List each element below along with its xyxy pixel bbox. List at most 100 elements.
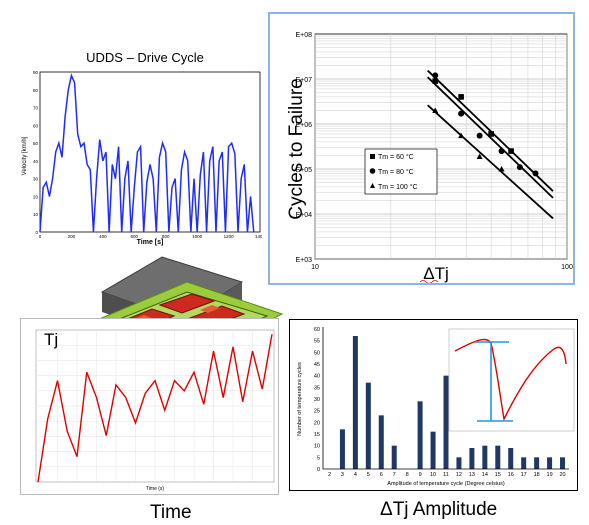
sn-fit-line (427, 69, 554, 192)
cycles-to-failure-panel: E+08 E+07 E+06 E+05 E+04 E+03 10 100 Tm = 60 °… (268, 12, 575, 285)
hist-bar (430, 431, 436, 469)
tj-label: Tj (44, 330, 59, 349)
sn-xlabel: ΔTj (423, 264, 449, 283)
hist-xtick-label: 12 (456, 472, 462, 478)
udds-chart-svg: 90 80 70 60 50 40 30 20 10 0 0 200 400 600 800 1000 120… (22, 70, 266, 246)
hist-xtick-label: 20 (559, 472, 565, 478)
udds-ytick-label: 70 (33, 106, 39, 111)
tj-temperature-line (37, 334, 273, 483)
legend-item-100: Tm = 100 °C (378, 183, 418, 191)
hist-xtick-label: 11 (443, 472, 449, 478)
hist-xtick-label: 5 (367, 472, 370, 478)
sn-plot-area (314, 33, 568, 260)
hist-bar (482, 445, 488, 469)
udds-xtick-label: 1200 (224, 234, 235, 239)
sn-point-square (508, 148, 514, 154)
sn-fit-line (427, 76, 554, 199)
hist-xtick-label: 16 (508, 472, 514, 478)
sn-point-circle (432, 72, 439, 79)
udds-xtick-label: 400 (99, 234, 107, 239)
hist-xtick-label: 17 (521, 472, 527, 478)
sn-point-square (432, 78, 439, 84)
delta-tj-histogram: 60 55 50 45 40 35 30 25 20 15 10 5 0 2 3 4 5 6 7 8 9 10 11 12 1… (289, 319, 578, 491)
hist-ytick-label: 30 (314, 397, 320, 403)
hist-bar (378, 415, 384, 469)
hist-xtick-label: 10 (430, 472, 436, 478)
hist-xtick-label: 2 (328, 472, 331, 478)
hist-bar (534, 457, 540, 469)
sn-point-circle (498, 148, 505, 155)
sn-point-triangle (458, 132, 465, 139)
hist-bar (495, 445, 501, 469)
hist-bar (443, 375, 449, 469)
udds-chart: 90 80 70 60 50 40 30 20 10 0 0 200 400 600 800 1000 120… (20, 68, 266, 246)
inset-temperature-curve (454, 338, 567, 422)
sn-point-triangle (432, 107, 439, 113)
udds-xlabel: Time [s] (137, 239, 164, 246)
sn-point-triangle (498, 166, 505, 172)
delta-tj-amplitude-label: ΔTj Amplitude (380, 499, 498, 520)
udds-ytick-label: 80 (33, 88, 39, 93)
hist-bar (456, 457, 462, 469)
sn-point-circle (458, 110, 465, 117)
udds-ytick-label: 30 (33, 177, 39, 182)
sn-legend (364, 148, 438, 195)
udds-xtick-label: 200 (68, 234, 76, 239)
sn-ytick-label: E+06 (295, 122, 312, 129)
hist-bar (417, 401, 423, 469)
legend-item-60: Tm = 60 °C (378, 153, 414, 161)
hist-xtick-label: 19 (547, 472, 553, 478)
hist-ytick-label: 35 (314, 385, 320, 391)
hist-bar (508, 448, 514, 469)
sn-point-square (458, 94, 464, 100)
hist-bar (547, 457, 553, 469)
sn-point-circle (516, 164, 523, 171)
hist-ytick-label: 40 (314, 374, 320, 380)
udds-xtick-label: 800 (162, 234, 170, 239)
udds-plot-area (39, 71, 261, 233)
tj-axis-xlabel: Time (s) (146, 486, 164, 492)
hist-xtick-label: 13 (469, 472, 475, 478)
hist-xtick-label: 4 (354, 472, 357, 478)
sn-fit-line (427, 104, 554, 220)
hist-bar (560, 457, 566, 469)
udds-ylabel: Velocity [km/h] (22, 136, 28, 175)
udds-ytick-label: 10 (33, 212, 39, 217)
hist-bar (365, 382, 371, 469)
sn-chart-svg: E+08 E+07 E+06 E+05 E+04 E+03 10 100 Tm = 60 °… (286, 32, 573, 284)
hist-inset (448, 328, 575, 432)
udds-xtick-label: 1400 (255, 234, 262, 239)
sn-xtick-label: 10 (311, 264, 319, 271)
hist-bar (352, 336, 358, 469)
time-label: Time (150, 502, 192, 523)
hist-xtick-label: 15 (495, 472, 501, 478)
hist-ytick-label: 45 (314, 362, 320, 368)
udds-ytick-label: 0 (35, 230, 38, 235)
hist-xtick-label: 3 (341, 472, 344, 478)
hist-xtick-label: 7 (393, 472, 396, 478)
hist-bar (339, 429, 345, 469)
hist-ytick-label: 25 (314, 409, 320, 415)
udds-title: UDDS – Drive Cycle (86, 50, 204, 65)
chip-4-die (200, 305, 220, 313)
sn-point-square (488, 131, 494, 137)
legend-square-marker (370, 154, 375, 159)
chip-2 (158, 293, 216, 314)
udds-ytick-label: 60 (33, 123, 39, 128)
udds-xtick-label: 1000 (192, 234, 203, 239)
hist-ytick-label: 15 (314, 432, 320, 438)
hist-xlabel-small: Amplitude of temperature cycle (Degree c… (387, 481, 505, 487)
sn-ytick-label: E+03 (295, 257, 312, 264)
hist-bar (521, 457, 527, 469)
udds-xtick-label: 0 (39, 234, 42, 239)
hist-ytick-label: 0 (317, 467, 320, 473)
hist-ytick-label: 20 (314, 420, 320, 426)
hist-ytick-label: 5 (317, 455, 320, 461)
sn-ytick-label: E+07 (295, 77, 312, 84)
hist-xtick-label: 18 (534, 472, 540, 478)
sn-xtick-label: 100 (561, 264, 573, 271)
hist-ytick-label: 10 (314, 444, 320, 450)
legend-item-80: Tm = 80 °C (378, 168, 414, 176)
hist-bar (469, 448, 475, 469)
